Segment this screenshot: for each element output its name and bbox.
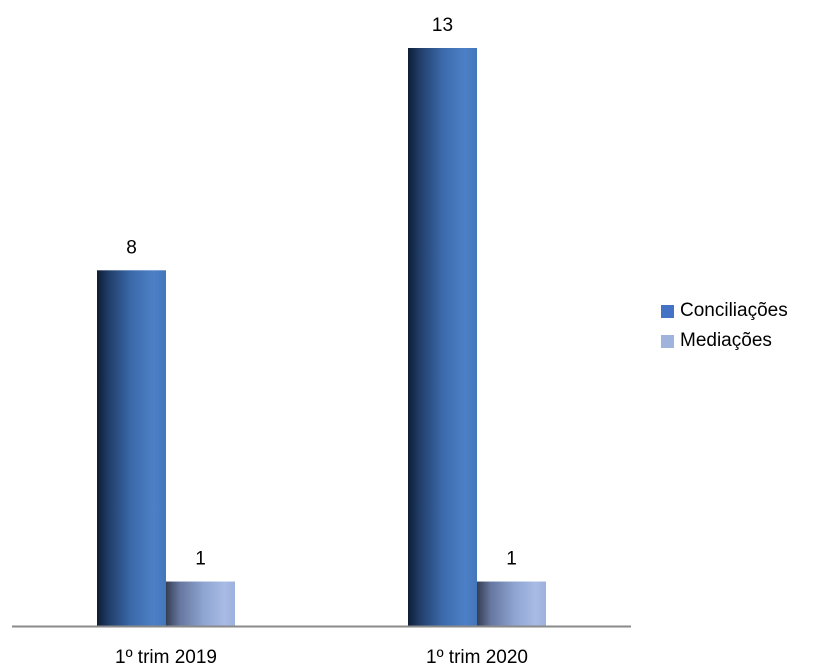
legend-label: Mediações [680, 330, 772, 351]
data-label-1-0: 13 [432, 15, 453, 36]
bars-group [97, 48, 546, 626]
legend: Conciliações Mediações [661, 297, 788, 357]
legend-swatch [661, 304, 674, 318]
legend-swatch [661, 334, 674, 348]
legend-item: Conciliações [661, 297, 788, 325]
x-tick-label: 1º trim 2019 [115, 647, 217, 668]
bar-0-0 [97, 270, 166, 626]
data-labels-group: 8 1 13 1 [126, 15, 517, 570]
data-label-0-1: 1 [195, 549, 206, 570]
legend-label: Conciliações [680, 300, 788, 321]
bar-1-1 [477, 581, 546, 626]
legend-item: Mediações [661, 327, 788, 355]
data-label-0-0: 8 [126, 237, 137, 258]
x-tick-label: 1º trim 2020 [426, 647, 528, 668]
x-tick-labels-group: 1º trim 2019 1º trim 2020 [115, 647, 528, 668]
bar-1-0 [408, 48, 477, 626]
data-label-1-1: 1 [506, 549, 517, 570]
bar-0-1 [166, 581, 235, 626]
